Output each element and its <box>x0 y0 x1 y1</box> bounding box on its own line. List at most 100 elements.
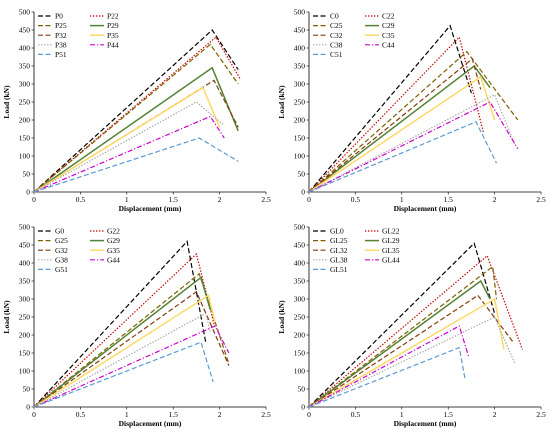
series-line-p25 <box>33 43 239 193</box>
chart-c-svg: 0 50 100 150 200 250 300 350 400 450 500 0 0.5 1 1.5 2 2… <box>277 8 546 213</box>
y-tick-label: 450 <box>294 241 306 250</box>
legend-label-gl51: GL51 <box>330 265 348 274</box>
x-tick-label: 0 <box>32 410 36 419</box>
x-tick-label: 2.5 <box>261 195 271 204</box>
series-line-c44 <box>308 101 519 193</box>
legend-label-gl38: GL38 <box>330 255 348 264</box>
legend-label-g32: G32 <box>55 246 68 255</box>
y-tick-label: 200 <box>294 331 306 340</box>
y-tick-label: 50 <box>23 385 31 394</box>
legend-label-c29: C29 <box>382 21 395 30</box>
series-line-gl51 <box>308 346 466 408</box>
y-tick-label: 0 <box>26 188 30 197</box>
y-tick-label: 350 <box>294 62 306 71</box>
legend-label-g44: G44 <box>107 255 120 264</box>
legend-label-c0: C0 <box>330 12 339 21</box>
series-line-c51 <box>308 121 498 193</box>
x-tick-label: 2 <box>493 410 497 419</box>
legend-label-g25: G25 <box>55 236 68 245</box>
legend-label-c25: C25 <box>330 21 343 30</box>
legend-label-gl22: GL22 <box>382 227 400 236</box>
y-tick-label: 500 <box>19 223 31 232</box>
series-line-c38 <box>308 93 516 193</box>
x-tick-label: 1 <box>125 195 129 204</box>
y-axis-label: Load (kN) <box>277 300 286 334</box>
y-axis-label: Load (kN) <box>277 85 286 119</box>
y-tick-label: 50 <box>298 170 306 179</box>
y-tick-label: 250 <box>294 98 306 107</box>
x-tick-label: 1.5 <box>169 410 179 419</box>
y-tick-label: 150 <box>294 134 306 143</box>
y-tick-label: 400 <box>19 44 31 53</box>
x-tick-label: 1.5 <box>444 195 454 204</box>
x-axis-label: Displacement (mm) <box>119 204 182 213</box>
legend-label-p32: P32 <box>55 31 67 40</box>
x-tick-label: 0.5 <box>351 410 361 419</box>
series-line-g25 <box>33 272 230 408</box>
series-line-p29 <box>33 66 239 193</box>
series-line-p44 <box>33 115 225 193</box>
y-tick-label: 350 <box>294 277 306 286</box>
y-tick-label: 500 <box>294 8 306 17</box>
legend-label-gl35: GL35 <box>382 246 400 255</box>
x-tick-label: 0.5 <box>76 195 86 204</box>
y-tick-label: 150 <box>294 349 306 358</box>
legend-label-p22: P22 <box>107 12 119 21</box>
x-tick-label: 0 <box>307 195 311 204</box>
chart-panel-p: 0 50 100 150 200 250 300 350 400 450 500 0 0.5 1 1.5 2 2… <box>0 0 275 215</box>
x-axis-label: Displacement (mm) <box>394 419 457 428</box>
x-axis-label: Displacement (mm) <box>119 419 182 428</box>
legend-label-c32: C32 <box>330 31 343 40</box>
legend-label-c51: C51 <box>330 50 343 59</box>
chart-panel-gl: 0 50 100 150 200 250 300 350 400 450 500 0 0.5 1 1.5 2 2… <box>275 215 550 430</box>
y-tick-label: 250 <box>294 313 306 322</box>
legend-label-gl29: GL29 <box>382 236 400 245</box>
y-tick-label: 350 <box>19 277 31 286</box>
x-tick-label: 0 <box>32 195 36 204</box>
y-tick-label: 350 <box>19 62 31 71</box>
x-tick-label: 1 <box>400 195 404 204</box>
series-line-c0 <box>308 24 472 193</box>
y-tick-label: 100 <box>294 152 306 161</box>
series-line-gl0 <box>308 242 496 408</box>
y-tick-label: 50 <box>23 170 31 179</box>
y-tick-label: 100 <box>19 152 31 161</box>
x-tick-label: 2 <box>493 195 497 204</box>
series-line-p38 <box>33 101 225 193</box>
y-tick-label: 250 <box>19 313 31 322</box>
x-tick-label: 2.5 <box>536 195 546 204</box>
chart-panel-c: 0 50 100 150 200 250 300 350 400 450 500 0 0.5 1 1.5 2 2… <box>275 0 550 215</box>
series-line-g0 <box>33 240 207 408</box>
series-line-gl32 <box>308 294 514 408</box>
legend-label-g35: G35 <box>107 246 120 255</box>
x-tick-label: 1 <box>125 410 129 419</box>
y-tick-label: 0 <box>301 403 305 412</box>
legend-label-g0: G0 <box>55 227 64 236</box>
chart-p-svg: 0 50 100 150 200 250 300 350 400 450 500 0 0.5 1 1.5 2 2… <box>2 8 271 213</box>
y-tick-label: 200 <box>19 331 31 340</box>
y-tick-label: 0 <box>26 403 30 412</box>
x-tick-label: 0.5 <box>76 410 86 419</box>
legend-label-gl25: GL25 <box>330 236 348 245</box>
legend-label-c35: C35 <box>382 31 395 40</box>
x-tick-label: 2.5 <box>536 410 546 419</box>
legend-label-gl32: GL32 <box>330 246 348 255</box>
legend-label-gl44: GL44 <box>382 255 400 264</box>
y-tick-label: 300 <box>294 80 306 89</box>
x-tick-label: 1.5 <box>169 195 179 204</box>
series-line-c32 <box>308 57 482 193</box>
legend-label-g22: G22 <box>107 227 120 236</box>
series-line-gl38 <box>308 316 516 408</box>
y-tick-label: 400 <box>294 44 306 53</box>
series-line-g32 <box>33 290 230 408</box>
legend-label-g51: G51 <box>55 265 68 274</box>
x-tick-label: 2.5 <box>261 410 271 419</box>
y-tick-label: 450 <box>294 26 306 35</box>
x-tick-label: 2 <box>218 410 222 419</box>
legend-label-p44: P44 <box>107 40 119 49</box>
series-line-g29 <box>33 276 212 408</box>
series-line-gl44 <box>308 325 470 408</box>
legend-label-p29: P29 <box>107 21 119 30</box>
y-tick-label: 100 <box>19 367 31 376</box>
